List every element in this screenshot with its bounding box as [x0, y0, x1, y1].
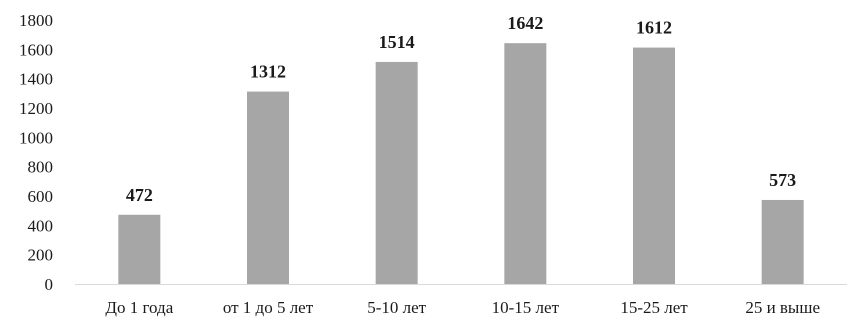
bars	[118, 43, 804, 284]
y-tick-label: 1600	[19, 40, 53, 59]
x-category-label: 25 и выше	[745, 298, 820, 317]
data-label: 472	[126, 185, 153, 205]
x-category-label: 5-10 лет	[367, 298, 426, 317]
x-category-label: До 1 года	[105, 298, 173, 317]
data-labels: 472 1312 1514 1642 1612 573	[126, 13, 796, 205]
bar	[504, 43, 547, 284]
x-category-label: 10-15 лет	[492, 298, 560, 317]
y-tick-label: 800	[28, 158, 54, 177]
data-label: 1312	[250, 62, 286, 82]
data-label: 1612	[636, 18, 672, 38]
bar	[633, 47, 675, 284]
data-label: 573	[769, 170, 796, 190]
y-tick-label: 200	[28, 246, 54, 265]
y-tick-label: 600	[28, 187, 54, 206]
y-tick-label: 0	[45, 275, 54, 294]
y-tick-label: 400	[28, 216, 54, 235]
y-tick-label: 1800	[19, 11, 53, 30]
bar	[118, 214, 161, 284]
bar	[761, 199, 804, 284]
y-tick-label: 1000	[19, 128, 53, 147]
y-tick-label: 1200	[19, 99, 53, 118]
x-category-label: от 1 до 5 лет	[223, 298, 314, 317]
data-label: 1642	[507, 13, 543, 33]
bar	[375, 61, 418, 284]
y-tick-label: 1400	[19, 70, 53, 89]
x-category-label: 15-25 лет	[620, 298, 688, 317]
bar	[247, 91, 289, 284]
x-axis: До 1 года от 1 до 5 лет 5-10 лет 10-15 лет 1…	[75, 284, 847, 317]
data-label: 1514	[379, 32, 415, 52]
y-axis: 0 200 400 600 800 1000 1200 1400 1600 1800	[19, 11, 53, 294]
